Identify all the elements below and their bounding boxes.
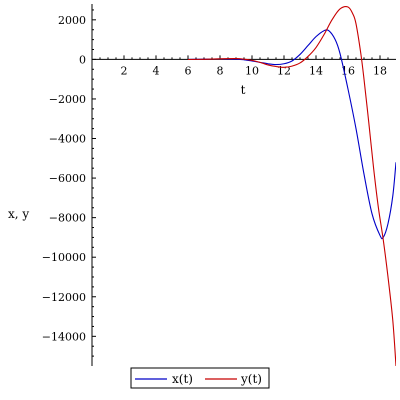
- series-line-xt: [187, 29, 396, 240]
- y-tick-label: −8000: [49, 212, 86, 225]
- x-tick-label: 4: [153, 64, 160, 77]
- x-tick-label: 8: [217, 64, 224, 77]
- x-tick-label: 10: [245, 64, 259, 77]
- series: [187, 6, 396, 366]
- y-tick-label: −14000: [42, 330, 86, 343]
- x-ticks: 2 4 6 8 10 12 14 16 18: [99, 55, 389, 77]
- y-tick-label: −12000: [42, 291, 86, 304]
- y-tick-label: 2000: [58, 14, 86, 27]
- y-tick-label: −6000: [49, 172, 86, 185]
- legend-box: [130, 367, 270, 389]
- x-tick-label: 2: [121, 64, 128, 77]
- x-tick-label: 6: [185, 64, 192, 77]
- x-tick-label: 18: [373, 64, 387, 77]
- x-tick-label: 14: [309, 64, 323, 77]
- y-ticks: 2000 0 −2000 −4000 −6000 −8000 −10000 −12000 −14…: [42, 9, 96, 357]
- y-tick-label: 0: [79, 53, 86, 66]
- legend-entry: y(t): [240, 372, 262, 386]
- y-tick-label: −10000: [42, 251, 86, 264]
- series-line-yt: [187, 6, 396, 366]
- legend: x(t) y(t): [130, 367, 270, 389]
- y-tick-label: −4000: [49, 133, 86, 146]
- legend-entry: x(t): [172, 372, 193, 386]
- y-tick-label: −2000: [49, 93, 86, 106]
- x-axis-label: t: [241, 83, 246, 97]
- y-axis-label: x, y: [8, 207, 29, 221]
